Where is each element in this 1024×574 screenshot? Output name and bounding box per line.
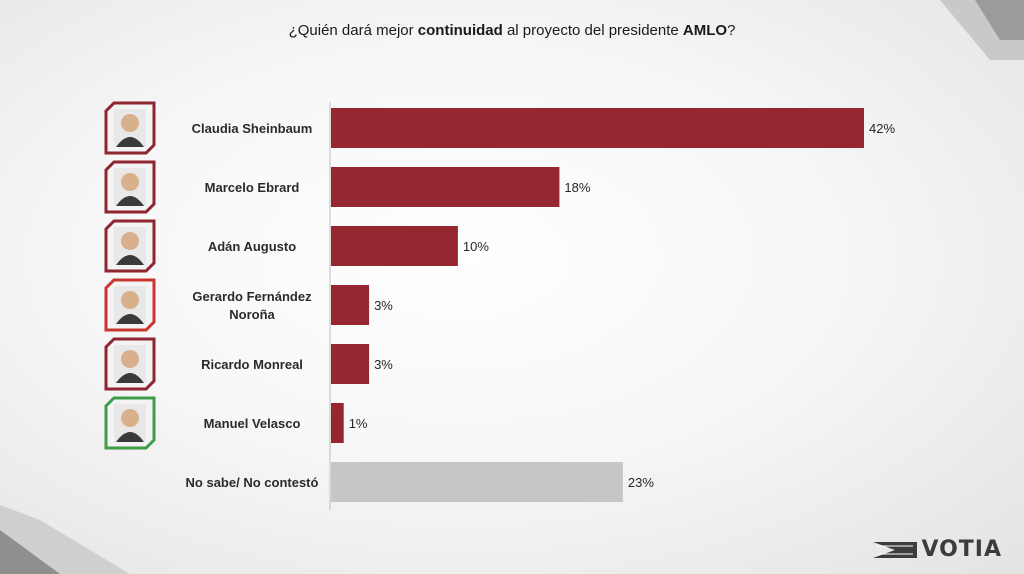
bar: [331, 285, 370, 325]
avatar-head-icon: [121, 409, 139, 427]
avatar-body-icon: [116, 432, 144, 442]
category-label: Manuel Velasco: [204, 416, 301, 431]
value-label: 3%: [374, 357, 393, 372]
votia-logo: VOTIA: [873, 537, 1002, 562]
category-label: Ricardo Monreal: [201, 357, 303, 372]
category-label: No sabe/ No contestó: [186, 475, 319, 490]
bar: [331, 108, 864, 148]
value-label: 3%: [374, 298, 393, 313]
avatar-body-icon: [116, 373, 144, 383]
value-label: 10%: [463, 239, 489, 254]
votia-logo-text: VOTIA: [921, 537, 1002, 562]
avatar-body-icon: [116, 196, 144, 206]
avatar-head-icon: [121, 232, 139, 250]
bar: [331, 403, 344, 443]
bar: [331, 462, 623, 502]
value-label: 42%: [869, 121, 895, 136]
category-label: Gerardo Fernández: [192, 289, 312, 304]
value-label: 18%: [564, 180, 590, 195]
avatar-body-icon: [116, 137, 144, 147]
avatar-head-icon: [121, 114, 139, 132]
category-label: Claudia Sheinbaum: [192, 121, 313, 136]
avatar-body-icon: [116, 314, 144, 324]
value-label: 1%: [349, 416, 368, 431]
bar: [331, 344, 370, 384]
avatar-head-icon: [121, 173, 139, 191]
category-label: Noroña: [229, 307, 275, 322]
category-label: Adán Augusto: [208, 239, 296, 254]
avatar-body-icon: [116, 255, 144, 265]
bar: [331, 167, 560, 207]
avatar-head-icon: [121, 350, 139, 368]
avatar-head-icon: [121, 291, 139, 309]
bar: [331, 226, 458, 266]
value-label: 23%: [628, 475, 654, 490]
category-label: Marcelo Ebrard: [205, 180, 300, 195]
votia-logo-mark: [873, 541, 918, 558]
chart-title: ¿Quién dará mejor continuidad al proyect…: [288, 22, 736, 39]
